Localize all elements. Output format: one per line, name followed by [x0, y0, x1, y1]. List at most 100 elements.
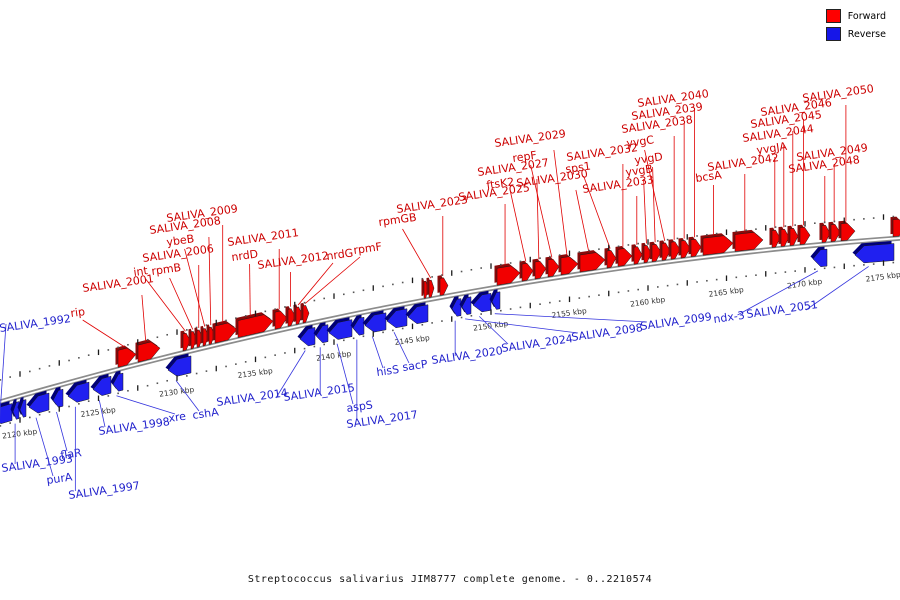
gene-arrow-rip-forward: [117, 347, 137, 368]
gene-arrow-sacP-reverse: [386, 308, 408, 329]
ruler-minor-tick: [853, 264, 855, 267]
ruler-minor-tick: [539, 303, 541, 305]
gene-leader-hisS: [371, 336, 384, 369]
gene-arrow-aspS-reverse: [328, 319, 353, 340]
gene-label-yvgC: yvgC: [626, 133, 656, 150]
ruler-minor-tick: [696, 281, 698, 283]
ruler-minor-tick: [500, 263, 502, 266]
ruler-minor-tick: [480, 313, 482, 315]
ruler-minor-tick: [235, 317, 237, 319]
gene-arrow-bcsA-forward: [702, 235, 734, 256]
gene-leader-SALIVA_2030: [575, 189, 590, 252]
gene-leader-rpmB: [169, 277, 194, 330]
ruler-minor-tick: [598, 248, 600, 250]
kbp-tick-label: 2120 kbp: [2, 427, 38, 441]
gene-arrow-hisS-reverse: [364, 312, 387, 333]
ruler-minor-tick: [343, 293, 345, 296]
gene-arrow-SALIVA_2014-reverse: [299, 327, 316, 347]
gene-arrow-SALIVA_2012-forward: [287, 308, 296, 327]
ruler-minor-tick: [431, 322, 433, 324]
ruler-minor-tick: [195, 326, 198, 329]
ruler-minor-tick: [470, 314, 473, 317]
kbp-tick-label: 2125 kbp: [80, 405, 116, 419]
gene-label-SALIVA_2029: SALIVA_2029: [494, 127, 567, 150]
ruler-minor-tick: [676, 283, 679, 286]
gene-label-SALIVA_2014: SALIVA_2014: [216, 386, 289, 409]
ruler-minor-tick: [382, 285, 384, 288]
gene-label-repF: repF: [512, 149, 538, 165]
ruler-minor-tick: [706, 279, 708, 282]
gene-leader-nrdD: [249, 263, 251, 316]
genome-axis-lower-line: [0, 239, 900, 405]
ruler-minor-tick: [588, 249, 590, 252]
ruler-minor-tick: [755, 228, 757, 230]
ruler-minor-tick: [313, 299, 316, 302]
legend-forward-label: Forward: [847, 10, 886, 22]
ruler-minor-tick: [362, 335, 365, 338]
ruler-minor-tick: [205, 370, 208, 372]
gene-label-SALIVA_2012: SALIVA_2012: [257, 249, 330, 272]
ruler-minor-tick: [0, 379, 2, 381]
gene-arrow-SALIVA_2030-forward: [579, 252, 606, 273]
ruler-minor-tick: [735, 230, 738, 233]
ruler-minor-tick: [264, 310, 267, 313]
gene-arrow-SALIVA_2027-forward: [534, 260, 547, 280]
gene-arrow-SALIVA_1992-reverse: [0, 403, 13, 424]
ruler-minor-tick: [9, 422, 11, 424]
gene-leader-yvgB: [643, 178, 647, 244]
reverse-color-swatch: [825, 27, 841, 41]
gene-label-xre: xre: [168, 410, 187, 425]
ruler-minor-tick: [225, 365, 227, 368]
ruler-minor-tick: [794, 224, 796, 226]
ruler-minor-tick: [9, 376, 11, 378]
ruler-minor-tick: [872, 263, 875, 265]
ruler-minor-tick: [617, 291, 620, 294]
gene-arrow-SALIVA_2051-reverse: [854, 243, 895, 264]
gene-arrow-gene-reverse: [19, 399, 27, 418]
ruler-minor-tick: [87, 400, 90, 402]
ruler-minor-tick: [745, 275, 747, 278]
kbp-tick-label: 2150 kbp: [473, 319, 509, 333]
ruler-minor-tick: [244, 315, 247, 317]
ruler-minor-tick: [401, 281, 404, 284]
gene-arrow-repF-forward: [547, 258, 560, 278]
ruler-minor-tick: [784, 271, 787, 273]
gene-arrow-int-forward: [182, 332, 191, 352]
ruler-minor-tick: [323, 343, 325, 346]
ruler-minor-tick: [186, 375, 188, 377]
ruler-minor-tick: [578, 251, 581, 253]
gene-leader-sps1: [583, 175, 611, 249]
kbp-tick-label: 2165 kbp: [708, 285, 744, 299]
ruler-minor-tick: [401, 327, 404, 330]
gene-label-SALIVA_2024: SALIVA_2024: [501, 332, 574, 355]
ruler-minor-tick: [117, 346, 119, 349]
ruler-minor-tick: [87, 354, 90, 356]
gene-leader-SALIVA_2029: [553, 149, 568, 256]
kbp-tick-label: 2175 kbp: [865, 270, 900, 284]
gene-label-SALIVA_2051: SALIVA_2051: [746, 298, 819, 321]
gene-leader-SALIVA_2051: [805, 266, 869, 311]
gene-label-rpmB: rpmB: [151, 261, 182, 278]
gene-arrow-nrdD-forward: [237, 314, 274, 338]
ruler-minor-tick: [892, 261, 895, 264]
ruler-minor-tick: [715, 278, 718, 281]
ruler-minor-tick: [421, 277, 424, 280]
gene-arrow-SALIVA_2025-forward: [496, 265, 521, 286]
gene-leader-purA: [35, 417, 54, 477]
gene-arrow-SALIVA_2023-forward: [439, 277, 449, 296]
ruler-minor-tick: [833, 266, 836, 269]
gene-arrow-SALIVA_2098-reverse: [461, 296, 472, 315]
ruler-minor-tick: [558, 254, 561, 256]
ruler-minor-tick: [441, 320, 443, 322]
ruler-minor-tick: [500, 309, 502, 312]
gene-arrow-SALIVA_2024-reverse: [472, 293, 492, 313]
ruler-minor-tick: [38, 367, 41, 370]
ruler-minor-tick: [480, 267, 482, 269]
gene-leader-SALIVA_1992: [0, 323, 7, 420]
ruler-minor-tick: [284, 306, 286, 308]
ruler-minor-tick: [205, 324, 208, 326]
gene-arrow-SALIVA_2009-forward: [214, 322, 238, 344]
ruler-minor-tick: [794, 270, 796, 272]
ruler-minor-tick: [225, 319, 227, 322]
